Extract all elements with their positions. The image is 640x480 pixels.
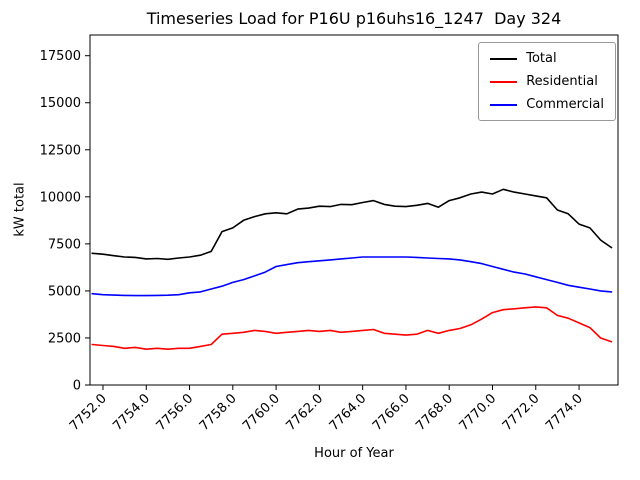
x-axis-label: Hour of Year: [314, 446, 394, 461]
y-tick-label: 7500: [48, 237, 81, 252]
x-tick-label: 7764.0: [327, 391, 370, 434]
series-line-total: [91, 188, 613, 261]
legend-label-residential: Residential: [526, 74, 598, 89]
x-tick-label: 7770.0: [457, 391, 500, 434]
legend-line-residential: [490, 80, 518, 83]
x-tick-label: 7766.0: [370, 391, 413, 434]
y-tick-label: 17500: [40, 49, 81, 64]
legend-item-total: Total: [490, 51, 604, 66]
legend-item-residential: Residential: [490, 74, 604, 89]
x-tick-label: 7756.0: [154, 391, 197, 434]
y-tick-label: 0: [73, 379, 81, 394]
x-tick-label: 7772.0: [500, 391, 543, 434]
legend-label-commercial: Commercial: [526, 97, 604, 112]
x-tick-label: 7754.0: [110, 391, 153, 434]
y-tick-label: 2500: [48, 331, 81, 346]
y-tick-label: 5000: [48, 284, 81, 299]
series-line-residential: [91, 306, 613, 351]
x-tick-label: 7760.0: [240, 391, 283, 434]
x-tick-label: 7758.0: [197, 391, 240, 434]
legend-line-commercial: [490, 103, 518, 106]
legend-line-total: [490, 57, 518, 60]
y-tick-label: 10000: [40, 190, 81, 205]
x-tick-label: 7768.0: [413, 391, 456, 434]
legend: Total Residential Commercial: [478, 42, 616, 121]
series-line-commercial: [91, 256, 613, 297]
legend-item-commercial: Commercial: [490, 97, 604, 112]
legend-label-total: Total: [526, 51, 557, 66]
chart-title: Timeseries Load for P16U p16uhs16_1247 D…: [146, 9, 562, 28]
y-tick-label: 15000: [40, 96, 81, 111]
x-tick-label: 7762.0: [283, 391, 326, 434]
x-tick-label: 7752.0: [67, 391, 110, 434]
x-tick-label: 7774.0: [543, 391, 586, 434]
y-axis-label: kW total: [12, 182, 28, 237]
y-tick-label: 12500: [40, 143, 81, 158]
